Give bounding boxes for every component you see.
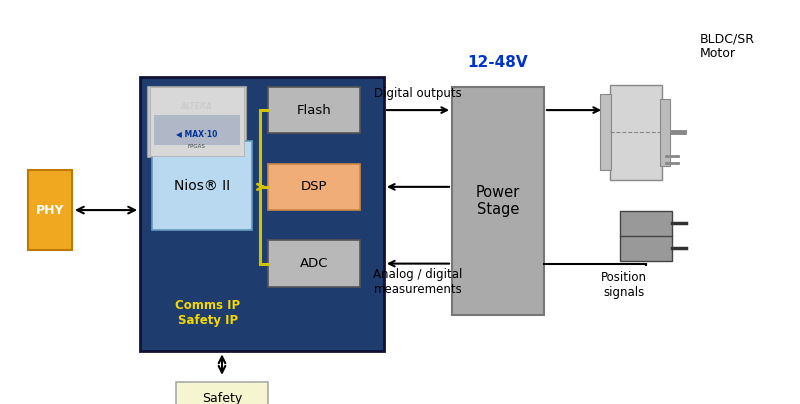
Text: Position
signals: Position signals	[601, 271, 647, 299]
Bar	[660, 99, 670, 166]
Text: FPGAS: FPGAS	[188, 144, 206, 149]
Text: Flash: Flash	[297, 103, 331, 117]
Text: ADC: ADC	[300, 257, 328, 270]
Bar	[147, 86, 246, 157]
Bar	[176, 382, 268, 404]
Text: ALTERA: ALTERA	[181, 101, 213, 111]
Text: Digital outputs: Digital outputs	[374, 87, 462, 100]
Text: Analog / digital
measurements: Analog / digital measurements	[374, 268, 462, 296]
Bar	[140, 77, 384, 351]
Text: ◀ MAX·10: ◀ MAX·10	[176, 129, 218, 138]
Text: DSP: DSP	[301, 180, 327, 194]
Bar	[600, 95, 611, 170]
Text: Power
Stage: Power Stage	[476, 185, 520, 217]
Bar	[268, 87, 360, 133]
Bar	[154, 115, 240, 145]
Bar	[620, 210, 672, 236]
Text: Safety
Device: Safety Device	[201, 392, 243, 404]
Bar	[268, 240, 360, 287]
Text: Comms IP
Safety IP: Comms IP Safety IP	[175, 299, 241, 327]
Bar	[150, 87, 244, 156]
Text: Nios® II: Nios® II	[174, 179, 230, 193]
Bar	[268, 164, 360, 210]
Bar	[620, 235, 672, 261]
Bar	[28, 170, 72, 250]
Bar	[610, 85, 662, 180]
Text: BLDC/SR
Motor: BLDC/SR Motor	[700, 32, 755, 60]
Bar	[452, 87, 544, 315]
Text: 12-48V: 12-48V	[468, 55, 528, 70]
Text: PHY: PHY	[36, 204, 64, 217]
Bar	[152, 141, 252, 230]
